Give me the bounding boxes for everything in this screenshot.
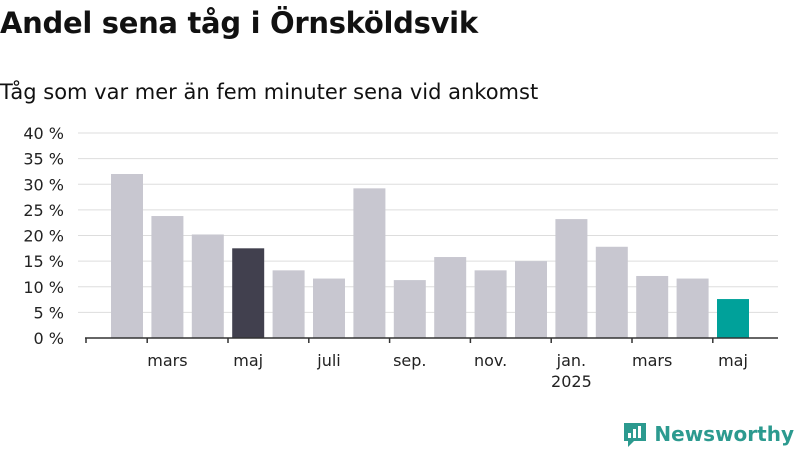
brand-logo: Newsworthy bbox=[622, 420, 794, 448]
bar-2024-03 bbox=[151, 216, 184, 338]
y-tick-label: 10 % bbox=[23, 278, 64, 297]
bar-2024-08 bbox=[353, 188, 386, 338]
y-tick-label: 15 % bbox=[23, 252, 64, 271]
newsworthy-logo-icon bbox=[624, 423, 647, 447]
y-tick-label: 20 % bbox=[23, 227, 64, 246]
bar-2024-06 bbox=[272, 270, 305, 338]
bar-2024-10 bbox=[434, 257, 467, 338]
y-tick-label: 0 % bbox=[34, 329, 64, 348]
x-tick-sublabel: 2025 bbox=[551, 372, 592, 391]
x-tick-label: juli bbox=[316, 351, 340, 370]
bar-2024-04 bbox=[191, 234, 224, 338]
bar-2024-12 bbox=[515, 261, 547, 338]
bar-2025-05 bbox=[717, 299, 749, 338]
y-tick-label: 25 % bbox=[23, 201, 64, 220]
x-tick-label: nov. bbox=[474, 351, 507, 370]
x-tick-label: mars bbox=[147, 351, 187, 370]
brand-name: Newsworthy bbox=[654, 422, 794, 446]
x-tick-label: maj bbox=[233, 351, 263, 370]
bar-2025-04 bbox=[676, 278, 709, 338]
y-tick-label: 40 % bbox=[23, 124, 64, 143]
x-tick-label: sep. bbox=[393, 351, 426, 370]
bar-2024-02 bbox=[111, 174, 143, 338]
bar-2025-01 bbox=[555, 219, 588, 338]
x-tick-label: jan. bbox=[556, 351, 586, 370]
bar-chart: 0 % 5 % 10 % 15 % 20 % 25 % 30 % 35 % 40 % mars ma… bbox=[23, 124, 778, 391]
bar-2024-11 bbox=[474, 270, 507, 338]
chart-subtitle: Tåg som var mer än fem minuter sena vid … bbox=[0, 80, 539, 104]
chart-title: Andel sena tåg i Örnsköldsvik bbox=[0, 6, 478, 40]
y-tick-label: 30 % bbox=[23, 175, 64, 194]
y-tick-label: 5 % bbox=[34, 303, 64, 322]
bar-2024-05 bbox=[232, 248, 265, 338]
bar-2025-03 bbox=[636, 275, 669, 338]
x-tick-label: mars bbox=[632, 351, 672, 370]
bar-2024-09 bbox=[393, 280, 426, 338]
x-tick-label: maj bbox=[718, 351, 748, 370]
bar-2025-02 bbox=[595, 246, 628, 338]
y-tick-label: 35 % bbox=[23, 150, 64, 169]
bar-2024-07 bbox=[313, 278, 345, 338]
